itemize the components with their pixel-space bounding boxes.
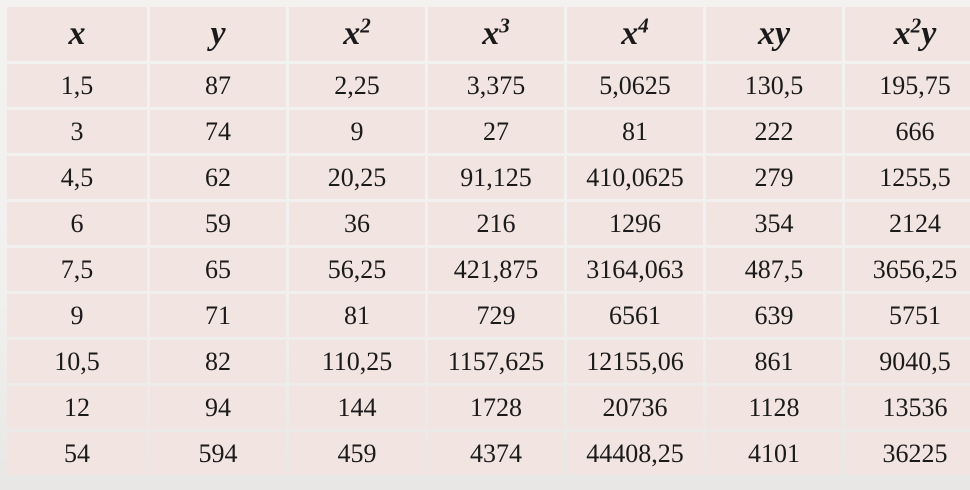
table-cell: 56,25 (289, 248, 425, 291)
table-row: 4,5 62 20,25 91,125 410,0625 279 1255,5 (7, 156, 970, 199)
table-cell: 354 (706, 202, 842, 245)
table-cell: 9 (7, 294, 147, 337)
table-cell: 1255,5 (845, 156, 970, 199)
table-cell: 5,0625 (567, 64, 703, 107)
column-header: x3 (428, 7, 564, 61)
table-cell: 94 (150, 386, 286, 429)
table-cell: 729 (428, 294, 564, 337)
table-cell: 6 (7, 202, 147, 245)
table-cell: 2124 (845, 202, 970, 245)
table-cell: 71 (150, 294, 286, 337)
table-cell: 65 (150, 248, 286, 291)
table-cell: 4,5 (7, 156, 147, 199)
table-cell: 4101 (706, 432, 842, 475)
header-exponent: 4 (638, 13, 649, 38)
table-row: 54 594 459 4374 44408,25 4101 36225 (7, 432, 970, 475)
table-cell: 36225 (845, 432, 970, 475)
table-row: 10,5 82 110,25 1157,625 12155,06 861 9040,5 (7, 340, 970, 383)
table-cell: 861 (706, 340, 842, 383)
table-row: 9 71 81 729 6561 639 5751 (7, 294, 970, 337)
table-row: 3 74 9 27 81 222 666 (7, 110, 970, 153)
column-header: x4 (567, 7, 703, 61)
table-header: x y x2 x3 x4 xy x2y (7, 7, 970, 61)
header-base: x (482, 15, 500, 52)
header-exponent: 2 (910, 13, 922, 38)
table-row: 7,5 65 56,25 421,875 3164,063 487,5 3656,25 (7, 248, 970, 291)
table-cell: 36 (289, 202, 425, 245)
table-cell: 54 (7, 432, 147, 475)
table-cell: 87 (150, 64, 286, 107)
table-cell: 44408,25 (567, 432, 703, 475)
header-base: x (68, 15, 86, 52)
table-cell: 9040,5 (845, 340, 970, 383)
header-base: x (343, 15, 361, 52)
table-cell: 2,25 (289, 64, 425, 107)
table-cell: 91,125 (428, 156, 564, 199)
table-cell: 7,5 (7, 248, 147, 291)
column-header: x2y (845, 7, 970, 61)
table-cell: 3164,063 (567, 248, 703, 291)
table-cell: 279 (706, 156, 842, 199)
table-cell: 639 (706, 294, 842, 337)
table-cell: 594 (150, 432, 286, 475)
table-cell: 216 (428, 202, 564, 245)
table-cell: 1,5 (7, 64, 147, 107)
table-cell: 4374 (428, 432, 564, 475)
table-cell: 62 (150, 156, 286, 199)
table-cell: 27 (428, 110, 564, 153)
table-cell: 74 (150, 110, 286, 153)
table-cell: 13536 (845, 386, 970, 429)
table-cell: 110,25 (289, 340, 425, 383)
header-tail: y (921, 15, 937, 52)
table-cell: 144 (289, 386, 425, 429)
header-exponent: 3 (499, 13, 510, 38)
table-cell: 3656,25 (845, 248, 970, 291)
table-cell: 130,5 (706, 64, 842, 107)
table-cell: 12 (7, 386, 147, 429)
column-header: xy (706, 7, 842, 61)
table-row: 6 59 36 216 1296 354 2124 (7, 202, 970, 245)
table-cell: 59 (150, 202, 286, 245)
header-base: xy (757, 15, 791, 52)
table-cell: 3 (7, 110, 147, 153)
table-cell: 459 (289, 432, 425, 475)
header-row: x y x2 x3 x4 xy x2y (7, 7, 970, 61)
table-cell: 12155,06 (567, 340, 703, 383)
table-cell: 81 (567, 110, 703, 153)
header-exponent: 2 (360, 13, 371, 38)
table-cell: 421,875 (428, 248, 564, 291)
table-cell: 1157,625 (428, 340, 564, 383)
table-cell: 666 (845, 110, 970, 153)
table-cell: 487,5 (706, 248, 842, 291)
table-row: 1,5 87 2,25 3,375 5,0625 130,5 195,75 (7, 64, 970, 107)
table-body: 1,5 87 2,25 3,375 5,0625 130,5 195,75 3 74 9 27 81 2… (7, 64, 970, 475)
table-cell: 1728 (428, 386, 564, 429)
table-cell: 81 (289, 294, 425, 337)
table-cell: 3,375 (428, 64, 564, 107)
table-cell: 9 (289, 110, 425, 153)
data-table: x y x2 x3 x4 xy x2y 1,5 87 2,25 3,375 5,0625 130,5 1… (4, 4, 970, 478)
table-cell: 410,0625 (567, 156, 703, 199)
table-cell: 5751 (845, 294, 970, 337)
table-cell: 82 (150, 340, 286, 383)
table-cell: 20736 (567, 386, 703, 429)
header-base: x (621, 15, 639, 52)
table-cell: 20,25 (289, 156, 425, 199)
header-base: y (210, 15, 226, 52)
column-header: y (150, 7, 286, 61)
table-cell: 195,75 (845, 64, 970, 107)
table-cell: 1128 (706, 386, 842, 429)
table-cell: 10,5 (7, 340, 147, 383)
table-cell: 1296 (567, 202, 703, 245)
column-header: x2 (289, 7, 425, 61)
table-row: 12 94 144 1728 20736 1128 13536 (7, 386, 970, 429)
table-cell: 222 (706, 110, 842, 153)
column-header: x (7, 7, 147, 61)
header-base: x (893, 15, 911, 52)
table-cell: 6561 (567, 294, 703, 337)
